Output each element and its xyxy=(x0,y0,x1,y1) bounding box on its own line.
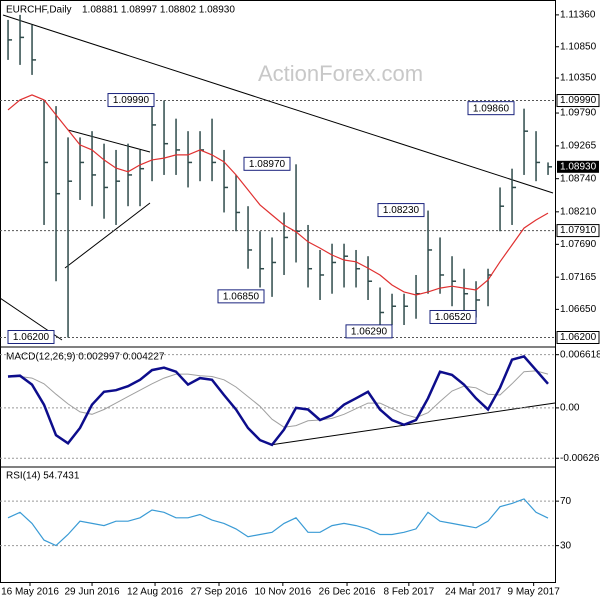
y-tick-label: 1.08740 xyxy=(560,173,597,184)
y-tick-label: 1.09265 xyxy=(560,141,597,152)
x-tick-label: 24 Mar 2017 xyxy=(445,587,502,598)
annotation-label: 1.06290 xyxy=(351,327,388,338)
annotation-label: 1.09860 xyxy=(473,103,510,114)
macd-title: MACD(12,26,9) 0.002997 0.004227 xyxy=(6,352,165,363)
x-tick-label: 16 May 2016 xyxy=(1,587,59,598)
y-tick-label: 1.08210 xyxy=(560,206,597,217)
annotation-label: 1.09990 xyxy=(113,95,150,106)
x-tick-label: 26 Dec 2016 xyxy=(319,587,376,598)
level-box xyxy=(556,330,600,344)
annotation-label: 1.06200 xyxy=(13,332,50,343)
last-price-box xyxy=(557,160,599,173)
level-label: 1.09990 xyxy=(560,95,597,106)
y-tick-label: 30 xyxy=(560,540,572,551)
level-label: 1.06200 xyxy=(560,332,597,343)
trendline xyxy=(67,129,151,153)
annotation-label: 1.08230 xyxy=(383,205,420,216)
annotation-box xyxy=(429,309,477,324)
y-tick-label: 1.06650 xyxy=(560,304,597,315)
y-tick-label: 1.09790 xyxy=(560,108,597,119)
y-tick-label: -0.00626 xyxy=(560,453,600,464)
y-tick-label: 1.07165 xyxy=(560,272,597,283)
indicator-line xyxy=(7,498,549,547)
level-box xyxy=(556,224,600,238)
indicator-line xyxy=(7,354,549,447)
x-tick-label: 12 Aug 2016 xyxy=(127,587,184,598)
indicator-line xyxy=(7,370,549,428)
annotation-box xyxy=(217,289,265,304)
last-price-label: 1.08930 xyxy=(560,161,597,172)
annotation-box xyxy=(377,203,425,218)
x-tick-label: 29 Jun 2016 xyxy=(65,587,120,598)
indicator-line xyxy=(7,94,549,296)
y-tick-label: 70 xyxy=(560,496,572,507)
annotation-label: 1.06520 xyxy=(435,312,472,323)
ohlc-label: 1.08881 1.08997 1.08802 1.08930 xyxy=(82,5,235,16)
x-tick-label: 10 Nov 2016 xyxy=(254,587,311,598)
annotation-box xyxy=(345,324,393,339)
y-tick-label: 1.10850 xyxy=(560,41,597,52)
annotation-box xyxy=(467,101,515,116)
trendline xyxy=(64,202,151,269)
level-label: 1.07910 xyxy=(560,225,597,236)
symbol-label: EURCHF,Daily xyxy=(6,5,72,16)
annotation-box xyxy=(7,329,55,344)
annotation-box xyxy=(243,156,291,171)
annotation-box xyxy=(107,93,155,108)
y-tick-label: 1.11360 xyxy=(560,10,596,21)
y-tick-label: 1.07690 xyxy=(560,239,597,250)
x-tick-label: 8 Feb 2017 xyxy=(384,587,435,598)
x-tick-label: 27 Sep 2016 xyxy=(191,587,248,598)
trendline xyxy=(2,14,554,194)
y-tick-label: 1.10350 xyxy=(560,73,597,84)
annotation-label: 1.08970 xyxy=(249,159,286,170)
rsi-title: RSI(14) 54.7431 xyxy=(6,471,80,482)
y-tick-label: 0.00 xyxy=(560,403,580,414)
trendline xyxy=(269,402,556,446)
x-tick-label: 9 May 2017 xyxy=(508,587,561,598)
watermark: ActionForex.com xyxy=(258,61,423,86)
y-tick-label: 0.006618 xyxy=(560,349,600,360)
annotation-label: 1.06850 xyxy=(223,291,260,302)
level-box xyxy=(556,94,600,108)
plot-frame xyxy=(0,0,556,583)
